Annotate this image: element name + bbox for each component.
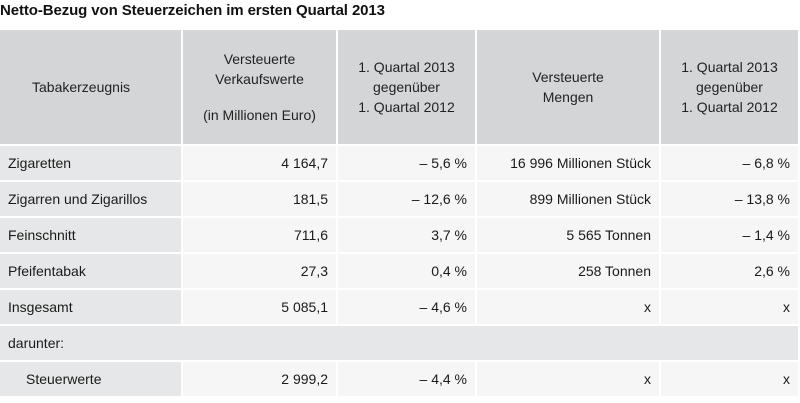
- quantity-cell: x: [476, 361, 661, 398]
- quantity-change-cell: x: [660, 289, 800, 326]
- header-quantity-change-line2: gegenüber: [696, 79, 763, 95]
- header-sales-change-line3: 1. Quartal 2012: [358, 99, 455, 115]
- quantity-change-cell: x: [660, 361, 800, 398]
- sales-change-cell: 3,7 %: [337, 217, 477, 254]
- header-quantity-change-line3: 1. Quartal 2012: [681, 99, 778, 115]
- quantity-change-cell: – 13,8 %: [660, 181, 800, 218]
- header-sales-change-line2: gegenüber: [373, 79, 440, 95]
- sales-value-cell: 27,3: [182, 253, 338, 290]
- header-quantity-change: 1. Quartal 2013 gegenüber 1. Quartal 201…: [660, 30, 800, 146]
- sales-change-cell: – 12,6 %: [337, 181, 477, 218]
- quantity-change-cell: 2,6 %: [660, 253, 800, 290]
- sales-value-cell: 4 164,7: [182, 145, 338, 182]
- table-row: Feinschnitt 711,6 3,7 % 5 565 Tonnen – 1…: [0, 217, 800, 254]
- sales-change-cell: – 5,6 %: [337, 145, 477, 182]
- quantity-change-cell: – 1,4 %: [660, 217, 800, 254]
- sales-change-cell: – 4,6 %: [337, 289, 477, 326]
- product-cell: Pfeifentabak: [0, 253, 183, 290]
- page-title: Netto-Bezug von Steuerzeichen im ersten …: [0, 2, 385, 19]
- product-cell: Feinschnitt: [0, 217, 183, 254]
- product-cell: Zigarren und Zigarillos: [0, 181, 183, 218]
- sales-value-cell: 5 085,1: [182, 289, 338, 326]
- sub-row: Steuerwerte 2 999,2 – 4,4 % x x: [0, 361, 800, 398]
- sales-value-cell: 2 999,2: [182, 361, 338, 398]
- header-quantity-line1: Versteuerte: [532, 69, 604, 85]
- sales-value-cell: 711,6: [182, 217, 338, 254]
- sales-value-cell: 181,5: [182, 181, 338, 218]
- header-product-label: Tabakerzeugnis: [32, 79, 131, 95]
- header-quantity-change-line1: 1. Quartal 2013: [681, 59, 778, 75]
- quantity-cell: 899 Millionen Stück: [476, 181, 661, 218]
- subheading-row: darunter:: [0, 325, 800, 362]
- table-row: Zigarren und Zigarillos 181,5 – 12,6 % 8…: [0, 181, 800, 218]
- header-sales-value-unit: (in Millionen Euro): [203, 107, 316, 123]
- tobacco-tax-table: Tabakerzeugnis Versteuerte Verkaufswerte…: [0, 30, 800, 398]
- product-cell: Insgesamt: [0, 289, 183, 326]
- product-cell: Steuerwerte: [0, 361, 183, 398]
- header-quantity-line2: Mengen: [542, 89, 594, 105]
- quantity-change-cell: – 6,8 %: [660, 145, 800, 182]
- header-sales-value-line1: Versteuerte: [223, 51, 296, 67]
- quantity-cell: 16 996 Millionen Stück: [476, 145, 661, 182]
- sales-change-cell: 0,4 %: [337, 253, 477, 290]
- table-row: Pfeifentabak 27,3 0,4 % 258 Tonnen 2,6 %: [0, 253, 800, 290]
- header-row: Tabakerzeugnis Versteuerte Verkaufswerte…: [0, 30, 800, 146]
- product-cell: Zigaretten: [0, 145, 183, 182]
- total-row: Insgesamt 5 085,1 – 4,6 % x x: [0, 289, 800, 326]
- subheading-cell: darunter:: [0, 325, 800, 362]
- quantity-cell: 5 565 Tonnen: [476, 217, 661, 254]
- sales-change-cell: – 4,4 %: [337, 361, 477, 398]
- header-product: Tabakerzeugnis: [0, 30, 183, 146]
- quantity-cell: x: [476, 289, 661, 326]
- header-sales-value: Versteuerte Verkaufswerte (in Millionen …: [182, 30, 338, 146]
- header-sales-change-line1: 1. Quartal 2013: [358, 59, 455, 75]
- header-sales-value-change: 1. Quartal 2013 gegenüber 1. Quartal 201…: [337, 30, 477, 146]
- table-row: Zigaretten 4 164,7 – 5,6 % 16 996 Millio…: [0, 145, 800, 182]
- header-sales-value-line2: Verkaufswerte: [215, 71, 304, 87]
- quantity-cell: 258 Tonnen: [476, 253, 661, 290]
- header-quantity: Versteuerte Mengen: [476, 30, 661, 146]
